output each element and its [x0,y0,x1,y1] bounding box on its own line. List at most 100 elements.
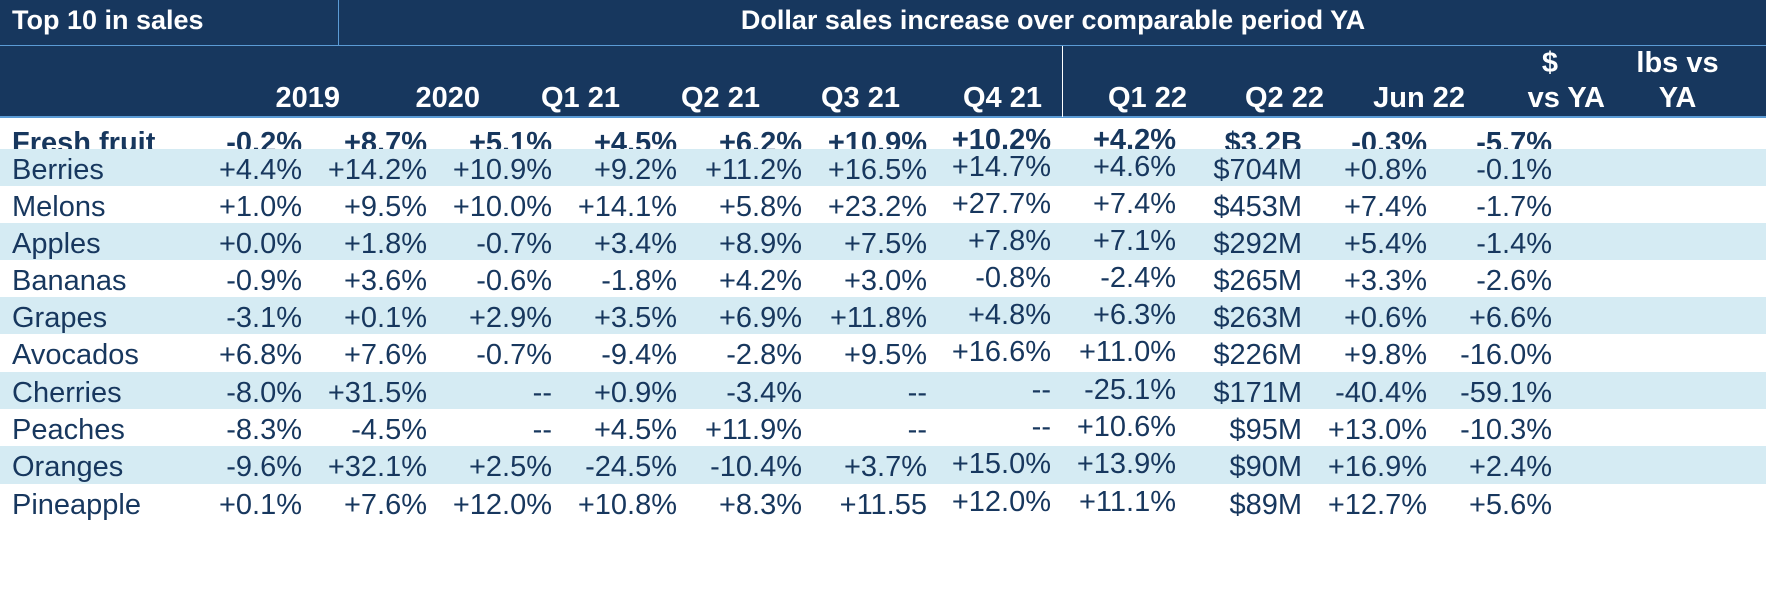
table-row: Oranges -9.6% +32.1% +2.5% -24.5% -10.4% +3.7%… [0,446,1766,484]
cell-2020: -4.5% [351,414,427,446]
table-row: Grapes -3.1% +0.1% +2.9% +3.5% +6.9% +11.8% +4.… [0,297,1766,334]
row-label: Avocados [12,339,139,371]
cell-q1-22: +12.0% [951,486,1051,518]
cell-q2-22: +7.4% [1092,188,1176,220]
table-row: Bananas -0.9% +3.6% -0.6% -1.8% +4.2% +3.0% -0.… [0,260,1766,297]
cell-2019: +4.4% [218,154,302,186]
cell-q2-22: +10.6% [1076,411,1176,443]
cell-dollar-vs-ya: +9.8% [1343,339,1427,371]
header-2020: 2020 [415,82,480,114]
cell-lbs-vs-ya: -10.3% [1460,414,1552,446]
cell-q2-21: -1.8% [601,265,677,297]
header-q2-21: Q2 21 [681,82,760,114]
header-lbs-vs-ya-line1: lbs vs [1636,47,1719,79]
table-title: Top 10 in sales [12,5,204,35]
row-label: Peaches [12,414,125,446]
cell-jun-22: $226M [1213,339,1302,371]
cell-q2-22: -2.4% [1100,262,1176,294]
cell-dollar-vs-ya: +7.4% [1343,191,1427,223]
cell-jun-22: $265M [1213,265,1302,297]
row-label: Apples [12,228,101,260]
cell-q1-22: +16.6% [951,336,1051,368]
cell-q1-21: -- [532,414,552,446]
table-row: Melons +1.0% +9.5% +10.0% +14.1% +5.8% +23.2% +… [0,186,1766,223]
cell-dollar-vs-ya: +0.8% [1343,154,1427,186]
cell-2019: -3.1% [226,302,302,334]
cell-q1-21: +2.9% [468,302,552,334]
cell-q1-22: +7.8% [967,225,1051,257]
cell-lbs-vs-ya: -59.1% [1460,377,1552,409]
cell-q1-21: +12.0% [452,489,552,521]
cell-jun-22: $263M [1213,302,1302,334]
cell-2020: +7.6% [343,339,427,371]
cell-jun-22: $90M [1229,451,1302,483]
cell-q2-22: +4.6% [1092,151,1176,183]
cell-lbs-vs-ya: +6.6% [1468,302,1552,334]
cell-jun-22: $171M [1213,377,1302,409]
cell-q3-21: -10.4% [710,451,802,483]
table-row: Berries +4.4% +14.2% +10.9% +9.2% +11.2% +16.5… [0,149,1766,186]
cell-q1-21: +2.5% [468,451,552,483]
cell-lbs-vs-ya: -1.7% [1476,191,1552,223]
cell-q2-21: +3.4% [593,228,677,260]
cell-lbs-vs-ya: +5.6% [1468,489,1552,521]
cell-dollar-vs-ya: -40.4% [1335,377,1427,409]
cell-q2-21: +4.5% [593,414,677,446]
title-band [0,0,1766,45]
cell-2019: -9.6% [226,451,302,483]
cell-q2-21: +10.8% [577,489,677,521]
header-q4-21: Q4 21 [963,82,1042,114]
table-subtitle: Dollar sales increase over comparable pe… [740,5,1366,35]
cell-q4-21: +3.0% [843,265,927,297]
cell-2020: +7.6% [343,489,427,521]
cell-lbs-vs-ya: -16.0% [1460,339,1552,371]
cell-lbs-vs-ya: +2.4% [1468,451,1552,483]
cell-q1-22: -- [1031,374,1051,406]
header-2019: 2019 [275,82,340,114]
cell-q2-21: -9.4% [601,339,677,371]
cell-q1-21: -0.7% [476,228,552,260]
header-q2-22: Q2 22 [1245,82,1324,114]
cell-q3-21: +8.3% [718,489,802,521]
cell-q4-21: -- [907,414,927,446]
cell-q1-21: +10.0% [452,191,552,223]
cell-q4-21: +9.5% [843,339,927,371]
cell-q4-21: +16.5% [827,154,927,186]
cell-q3-21: +8.9% [718,228,802,260]
cell-q3-21: +5.8% [718,191,802,223]
row-label: Pineapple [12,489,141,521]
cell-jun-22: $704M [1213,154,1302,186]
cell-q3-21: -2.8% [726,339,802,371]
header-separator [1062,46,1063,117]
header-band [0,46,1766,117]
cell-q1-22: -- [1031,411,1051,443]
cell-jun-22: $95M [1229,414,1302,446]
row-label: Cherries [12,377,122,409]
cell-jun-22: $453M [1213,191,1302,223]
table-row: Cherries -8.0% +31.5% -- +0.9% -3.4% -- -- -25.1… [0,372,1766,409]
cell-q2-22: +6.3% [1092,299,1176,331]
cell-q2-21: +9.2% [593,154,677,186]
cell-2019: -0.9% [226,265,302,297]
cell-jun-22: $292M [1213,228,1302,260]
cell-q2-21: +3.5% [593,302,677,334]
cell-q2-22: +11.1% [1078,486,1176,518]
header-q1-22: Q1 22 [1108,82,1187,114]
cell-q1-22: -0.8% [975,262,1051,294]
cell-2019: +0.0% [218,228,302,260]
header-divider [0,116,1766,118]
table-row: Pineapple +0.1% +7.6% +12.0% +10.8% +8.3% +11.… [0,484,1766,521]
cell-dollar-vs-ya: +0.6% [1343,302,1427,334]
cell-2019: +0.1% [218,489,302,521]
cell-q3-21: +6.9% [718,302,802,334]
cell-dollar-vs-ya: +5.4% [1343,228,1427,260]
cell-2020: +9.5% [343,191,427,223]
cell-q4-21: +7.5% [843,228,927,260]
cell-2019: -8.0% [226,377,302,409]
cell-q1-21: -0.7% [476,339,552,371]
cell-q3-21: +11.9% [704,414,802,446]
cell-q3-21: +11.2% [704,154,802,186]
table-row: Apples +0.0% +1.8% -0.7% +3.4% +8.9% +7.5% +7.8… [0,223,1766,260]
row-label: Oranges [12,451,124,483]
title-separator [338,0,339,45]
